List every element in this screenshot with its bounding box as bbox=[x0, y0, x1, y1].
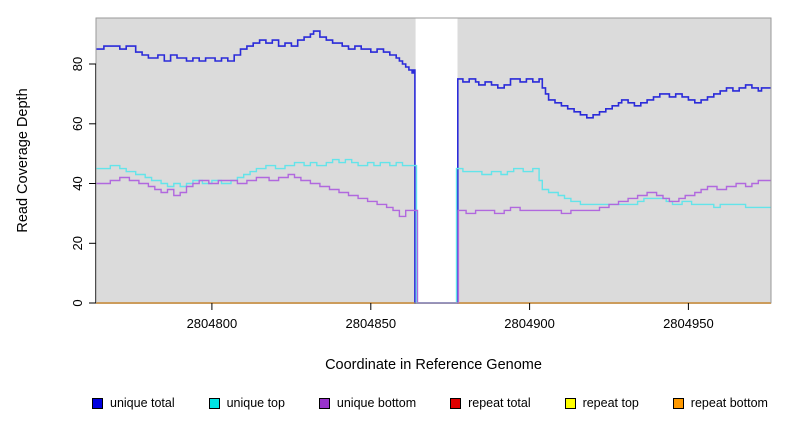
legend-item-unique-top: unique top bbox=[208, 396, 285, 410]
y-tick-label: 80 bbox=[70, 57, 85, 71]
legend-swatch-repeat-bottom bbox=[672, 397, 684, 409]
legend: unique total unique top unique bottom re… bbox=[92, 397, 768, 410]
legend-swatch-unique-top bbox=[208, 397, 220, 409]
legend-label-repeat-bottom: repeat bottom bbox=[690, 396, 768, 410]
legend-item-unique-total: unique total bbox=[92, 397, 175, 410]
x-tick-label: 2804950 bbox=[663, 316, 714, 331]
legend-item-unique-bottom: unique bottom bbox=[318, 396, 417, 410]
series-line-unique-top bbox=[96, 158, 771, 304]
plot-border bbox=[95, 17, 772, 304]
legend-item-repeat-top: repeat top bbox=[564, 396, 639, 410]
legend-swatch-unique-bottom bbox=[318, 397, 330, 409]
legend-label-unique-bottom: unique bottom bbox=[336, 396, 417, 410]
y-tick-label: 60 bbox=[70, 117, 85, 131]
legend-swatch-repeat-total bbox=[450, 397, 462, 409]
y-tick-label: 40 bbox=[70, 176, 85, 190]
legend-label-unique-top: unique top bbox=[226, 396, 285, 410]
legend-item-repeat-total: repeat total bbox=[450, 397, 531, 410]
legend-swatch-unique-total bbox=[92, 397, 103, 409]
coverage-gap-band bbox=[415, 18, 458, 303]
legend-label-unique-total: unique total bbox=[110, 396, 175, 410]
series-line-unique-bottom bbox=[96, 173, 771, 304]
legend-swatch-repeat-top bbox=[564, 397, 576, 409]
series-line-unique-total bbox=[96, 30, 771, 304]
y-tick-label: 20 bbox=[70, 236, 85, 250]
y-axis-label: Read Coverage Depth bbox=[15, 88, 31, 232]
legend-item-repeat-bottom: repeat bottom bbox=[672, 396, 768, 410]
x-tick-label: 2804900 bbox=[504, 316, 555, 331]
legend-label-repeat-top: repeat top bbox=[582, 396, 639, 410]
y-tick-label: 0 bbox=[70, 299, 85, 306]
x-tick-label: 2804850 bbox=[345, 316, 396, 331]
x-tick-label: 2804800 bbox=[187, 316, 238, 331]
legend-label-repeat-total: repeat total bbox=[468, 396, 531, 410]
x-axis-label: Coordinate in Reference Genome bbox=[325, 357, 542, 373]
